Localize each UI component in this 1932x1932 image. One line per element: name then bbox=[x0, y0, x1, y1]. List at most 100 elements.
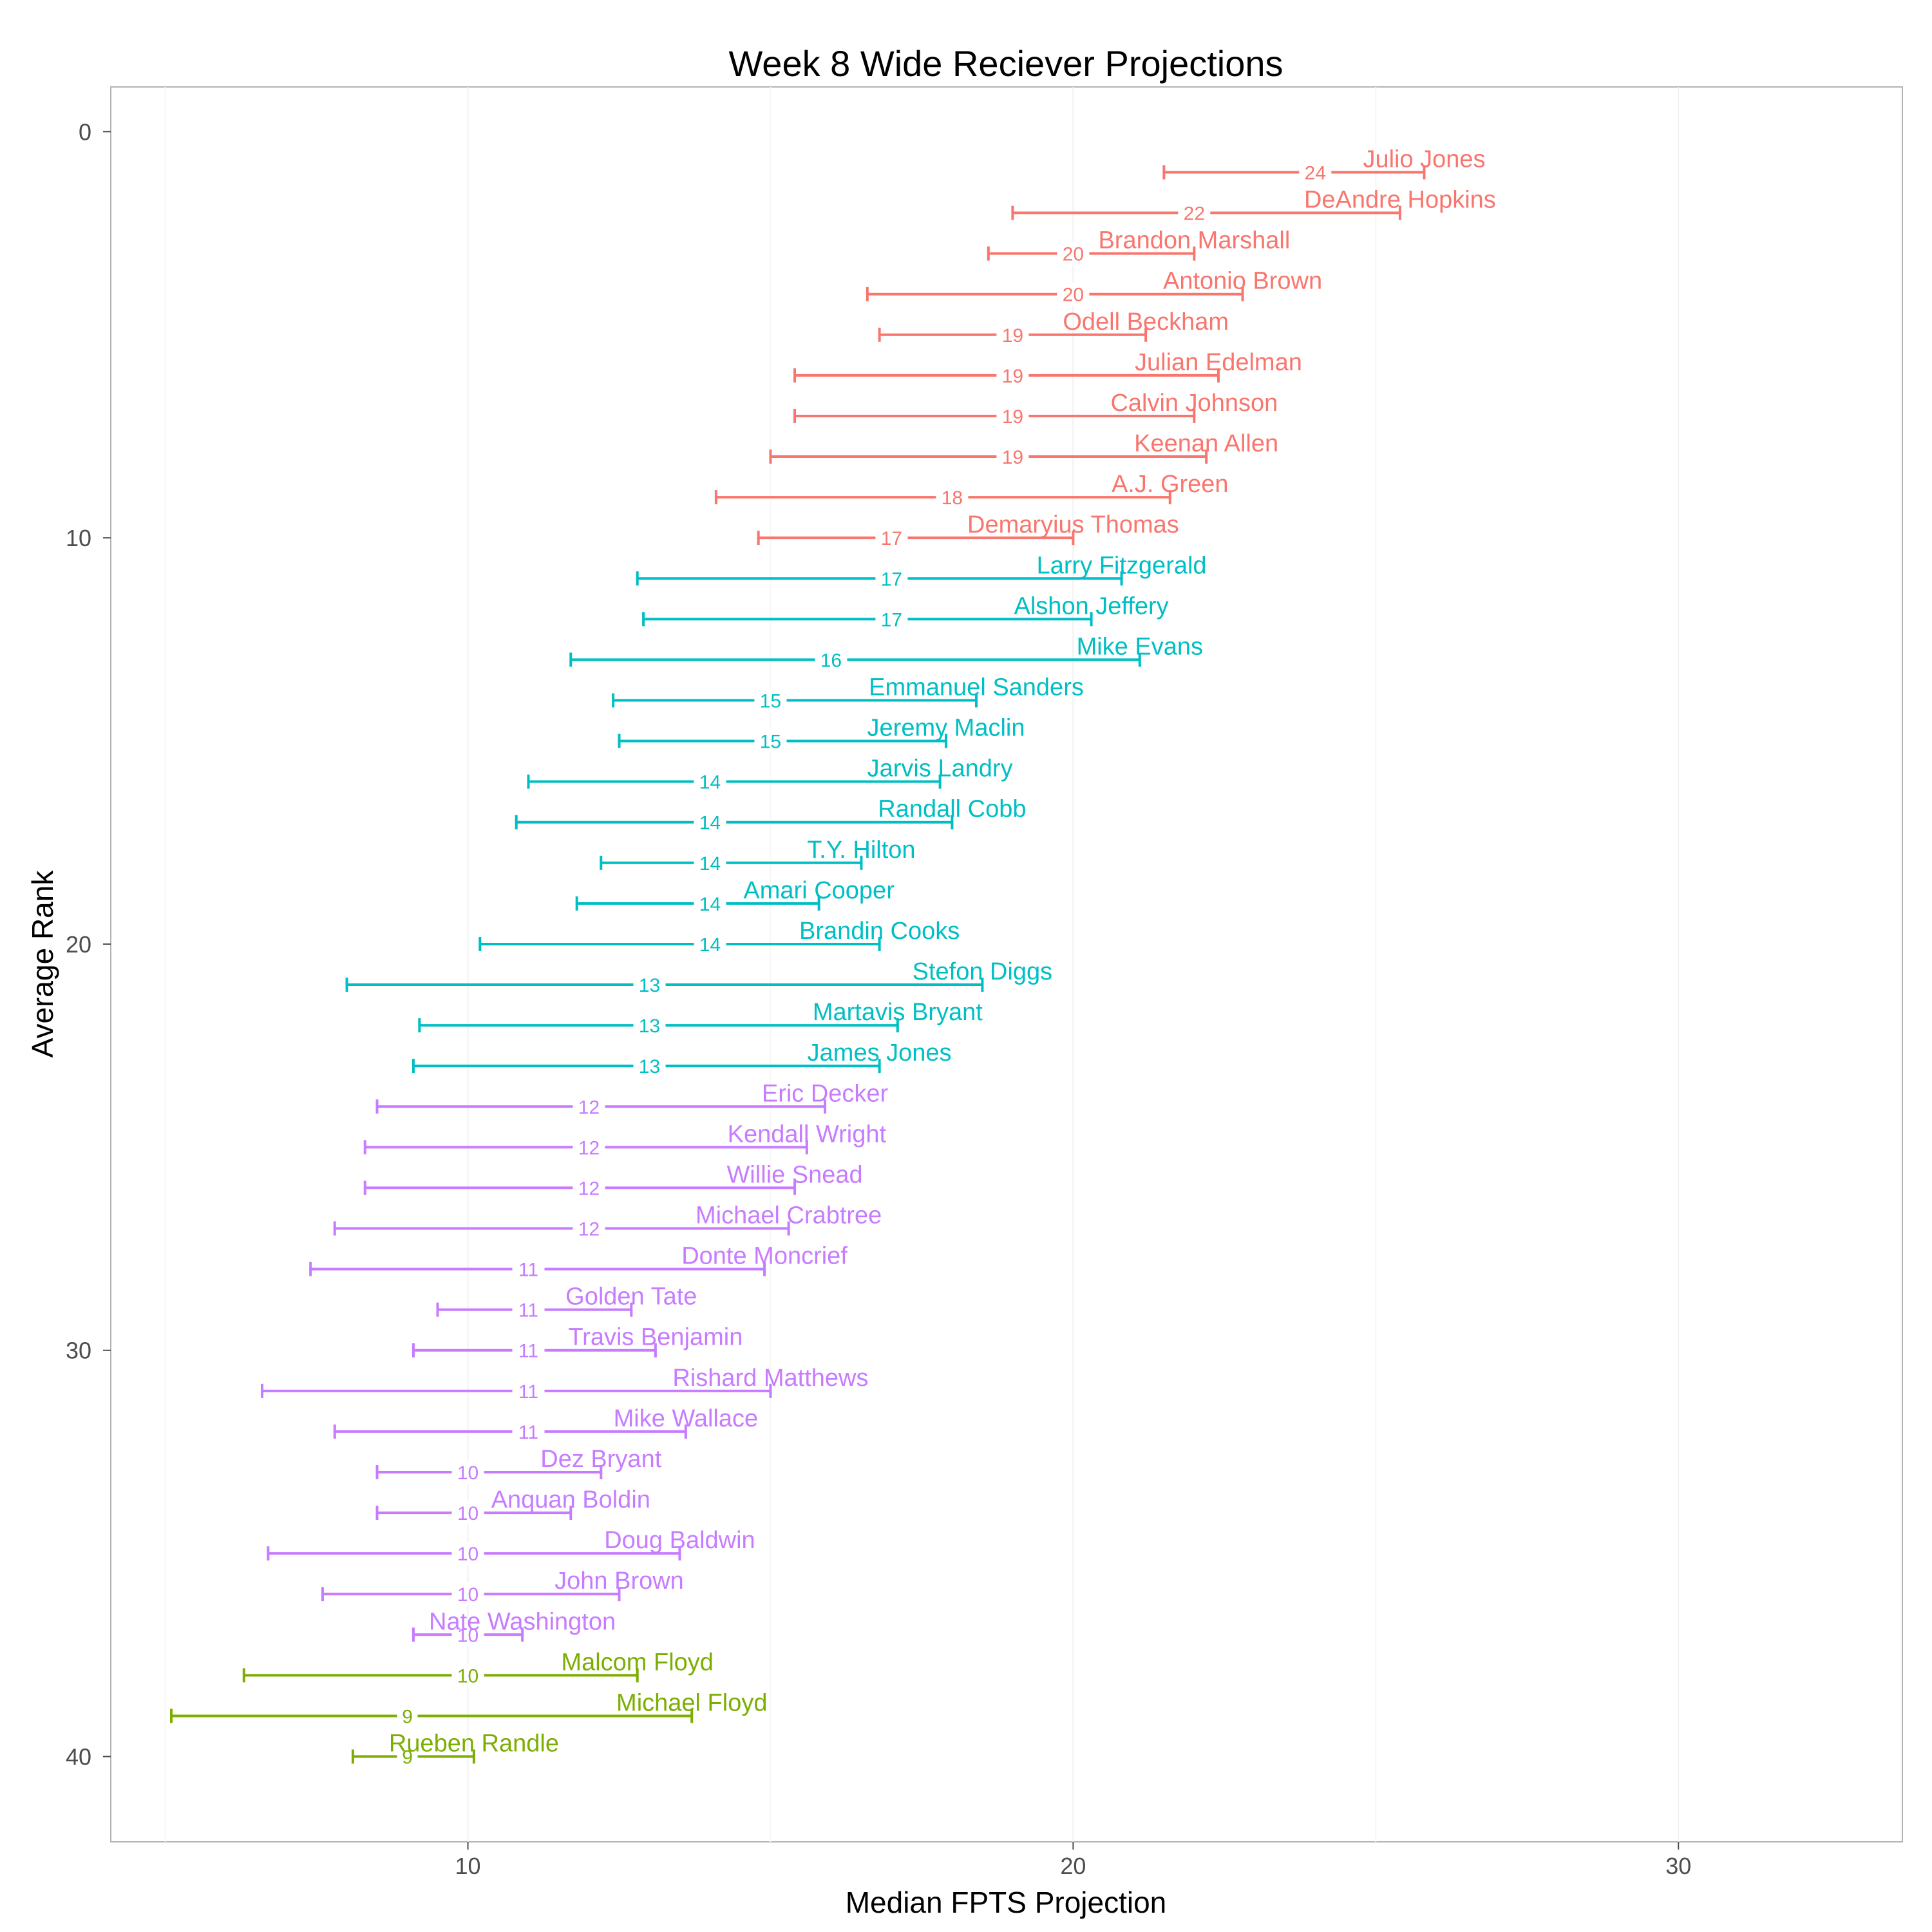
player-label: Kendall Wright bbox=[728, 1121, 887, 1148]
median-label: 12 bbox=[578, 1137, 600, 1159]
median-label-bg bbox=[1057, 242, 1090, 265]
median-label: 19 bbox=[1002, 447, 1023, 468]
median-label: 14 bbox=[699, 894, 721, 915]
player-label: Rishard Matthews bbox=[672, 1365, 868, 1392]
median-label-bg bbox=[996, 363, 1029, 387]
median-label-bg bbox=[512, 1338, 545, 1362]
median-label-bg bbox=[694, 810, 726, 834]
player-label: Travis Benjamin bbox=[568, 1324, 743, 1351]
median-label: 12 bbox=[578, 1178, 600, 1199]
x-tick-label: 30 bbox=[1665, 1853, 1691, 1879]
median-labels: 24 22 20 20 19 19 19 19 18 17 17 17 16 15 15 14 14 14 14 14… bbox=[397, 160, 1332, 1768]
player-label: Golden Tate bbox=[565, 1283, 697, 1311]
player-label: Stefon Diggs bbox=[913, 958, 1053, 985]
y-tick-label: 30 bbox=[66, 1338, 91, 1364]
median-label-bg bbox=[633, 973, 666, 997]
player-label: Nate Washington bbox=[429, 1608, 616, 1635]
median-label: 15 bbox=[760, 690, 781, 712]
player-label: Odell Beckham bbox=[1063, 308, 1229, 336]
median-label-bg bbox=[451, 1623, 484, 1647]
median-label-bg bbox=[451, 1582, 484, 1606]
median-label: 24 bbox=[1305, 162, 1326, 184]
player-label: Julio Jones bbox=[1363, 146, 1485, 173]
x-axis: 10 20 30 bbox=[455, 1842, 1691, 1879]
median-label: 19 bbox=[1002, 325, 1023, 346]
median-label-bg bbox=[397, 1704, 418, 1728]
median-label-bg bbox=[936, 486, 969, 509]
median-label-bg bbox=[996, 404, 1029, 428]
median-label-bg bbox=[451, 1460, 484, 1484]
median-label: 9 bbox=[402, 1706, 413, 1727]
x-axis-title: Median FPTS Projection bbox=[846, 1886, 1167, 1919]
median-label-bg bbox=[875, 567, 908, 591]
median-label-bg bbox=[512, 1419, 545, 1443]
median-label-bg bbox=[573, 1095, 605, 1119]
median-label: 11 bbox=[518, 1381, 538, 1403]
median-label: 17 bbox=[881, 569, 902, 590]
player-label: Amari Cooper bbox=[743, 877, 895, 904]
median-label-bg bbox=[1299, 160, 1332, 184]
median-label-bg bbox=[573, 1135, 605, 1159]
median-label: 10 bbox=[457, 1625, 478, 1646]
median-label: 10 bbox=[457, 1503, 478, 1524]
player-label: James Jones bbox=[808, 1039, 952, 1066]
median-label-bg bbox=[512, 1298, 545, 1321]
player-label: Eric Decker bbox=[762, 1080, 889, 1107]
median-label: 20 bbox=[1063, 244, 1084, 265]
player-labels: Julio Jones DeAndre Hopkins Brandon Marsha… bbox=[389, 146, 1496, 1757]
player-label: Doug Baldwin bbox=[604, 1527, 755, 1554]
median-label-bg bbox=[694, 770, 726, 793]
x-tick-label: 20 bbox=[1060, 1853, 1086, 1879]
median-label: 10 bbox=[457, 1463, 478, 1484]
y-axis: 0 10 20 30 40 bbox=[66, 118, 111, 1770]
median-label: 11 bbox=[518, 1341, 538, 1362]
median-label: 9 bbox=[402, 1747, 413, 1768]
median-label: 10 bbox=[457, 1584, 478, 1605]
median-label: 19 bbox=[1002, 366, 1023, 387]
median-label: 11 bbox=[518, 1260, 538, 1281]
player-label: T.Y. Hilton bbox=[807, 837, 915, 864]
player-label: John Brown bbox=[554, 1567, 684, 1595]
median-label-bg bbox=[754, 729, 787, 753]
player-label: Brandon Marshall bbox=[1098, 227, 1290, 254]
median-label: 17 bbox=[881, 528, 902, 549]
median-label-bg bbox=[451, 1501, 484, 1525]
median-label-bg bbox=[875, 526, 908, 550]
median-label-bg bbox=[996, 445, 1029, 469]
player-label: A.J. Green bbox=[1112, 471, 1229, 498]
player-label: Donte Moncrief bbox=[681, 1243, 848, 1270]
median-label: 12 bbox=[578, 1219, 600, 1240]
player-label: Larry Fitzgerald bbox=[1037, 552, 1207, 579]
median-label: 14 bbox=[699, 813, 721, 834]
player-label: Mike Wallace bbox=[614, 1405, 759, 1432]
median-label: 10 bbox=[457, 1665, 478, 1687]
y-tick-label: 20 bbox=[66, 931, 91, 958]
median-label-bg bbox=[754, 688, 787, 712]
median-label: 14 bbox=[699, 934, 721, 956]
median-label-bg bbox=[573, 1176, 605, 1200]
player-label: Willie Snead bbox=[726, 1161, 862, 1188]
y-axis-title: Average Rank bbox=[26, 870, 59, 1058]
median-label: 16 bbox=[820, 650, 842, 671]
median-label-bg bbox=[633, 1054, 666, 1078]
median-label: 13 bbox=[639, 1016, 660, 1037]
player-label: Michael Crabtree bbox=[696, 1202, 882, 1229]
median-label-bg bbox=[996, 323, 1029, 346]
player-label: Anquan Boldin bbox=[491, 1486, 650, 1513]
median-label: 13 bbox=[639, 975, 660, 996]
median-label: 18 bbox=[942, 488, 963, 509]
player-label: Keenan Allen bbox=[1134, 430, 1278, 457]
player-label: Randall Cobb bbox=[878, 796, 1026, 823]
median-label-bg bbox=[1057, 282, 1090, 306]
player-label: Rueben Randle bbox=[389, 1730, 559, 1757]
y-tick-label: 0 bbox=[79, 118, 91, 145]
median-label: 22 bbox=[1184, 204, 1205, 225]
y-tick-label: 40 bbox=[66, 1744, 91, 1770]
player-label: Alshon Jeffery bbox=[1014, 592, 1169, 620]
median-label: 11 bbox=[518, 1300, 538, 1321]
median-label: 10 bbox=[457, 1544, 478, 1565]
y-tick-label: 10 bbox=[66, 525, 91, 551]
player-label: Dez Bryant bbox=[540, 1446, 661, 1473]
player-label: Michael Floyd bbox=[616, 1689, 767, 1716]
